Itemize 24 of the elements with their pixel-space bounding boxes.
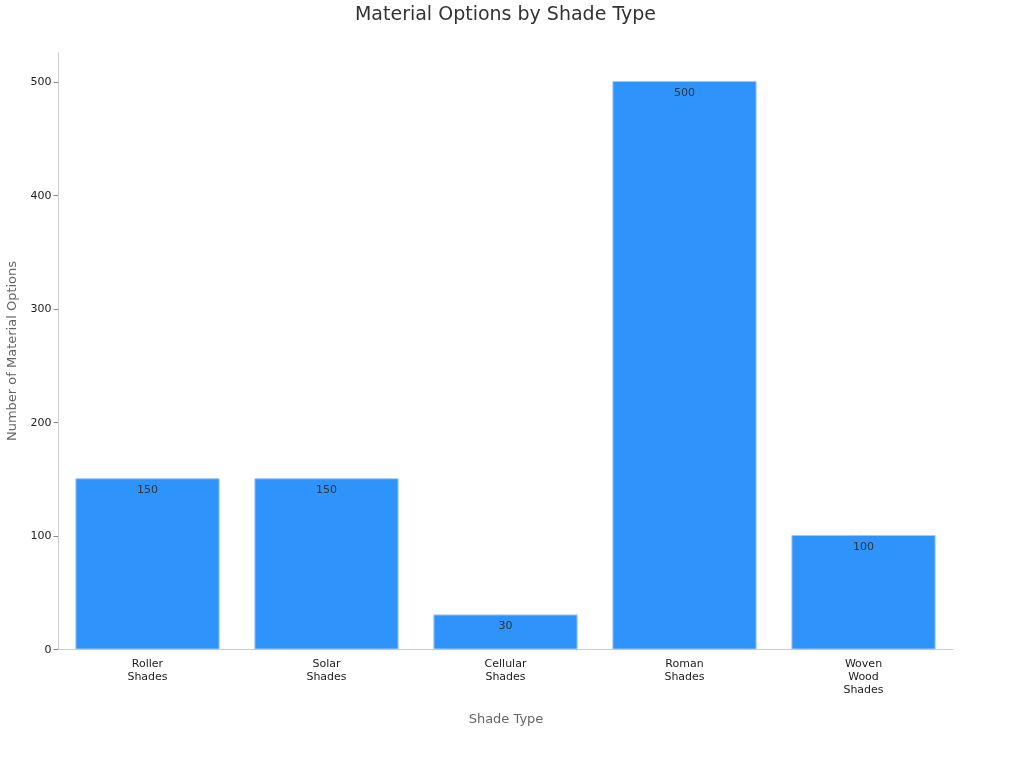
x-tick-label: Roman Shades <box>664 656 705 683</box>
y-tick-label: 400 <box>30 188 52 202</box>
bar <box>75 478 220 650</box>
bar <box>612 81 757 650</box>
y-tick-label: 500 <box>30 75 52 89</box>
data-label: 150 <box>137 482 158 496</box>
y-tick-label: 300 <box>30 302 52 316</box>
bar <box>791 535 936 650</box>
y-tick-label: 100 <box>30 529 52 542</box>
chart-title: Material Options by Shade Type <box>354 2 657 24</box>
x-tick-label: Woven Wood Shades <box>843 656 884 696</box>
y-tick-label: 200 <box>30 415 52 429</box>
data-label: 30 <box>498 618 513 632</box>
x-axis-title: Shade Type <box>468 710 544 726</box>
x-tick-label: Solar Shades <box>306 656 347 683</box>
x-tick-label: Cellular Shades <box>484 656 527 683</box>
data-label: 500 <box>674 85 695 99</box>
data-label: 100 <box>853 539 874 553</box>
y-tick-label: 0 <box>44 642 52 656</box>
bar <box>254 478 399 650</box>
y-axis-title: Number of Material Options <box>3 260 19 442</box>
bar <box>433 614 578 650</box>
data-label: 150 <box>316 482 337 496</box>
x-tick-label: Roller Shades <box>127 656 168 683</box>
